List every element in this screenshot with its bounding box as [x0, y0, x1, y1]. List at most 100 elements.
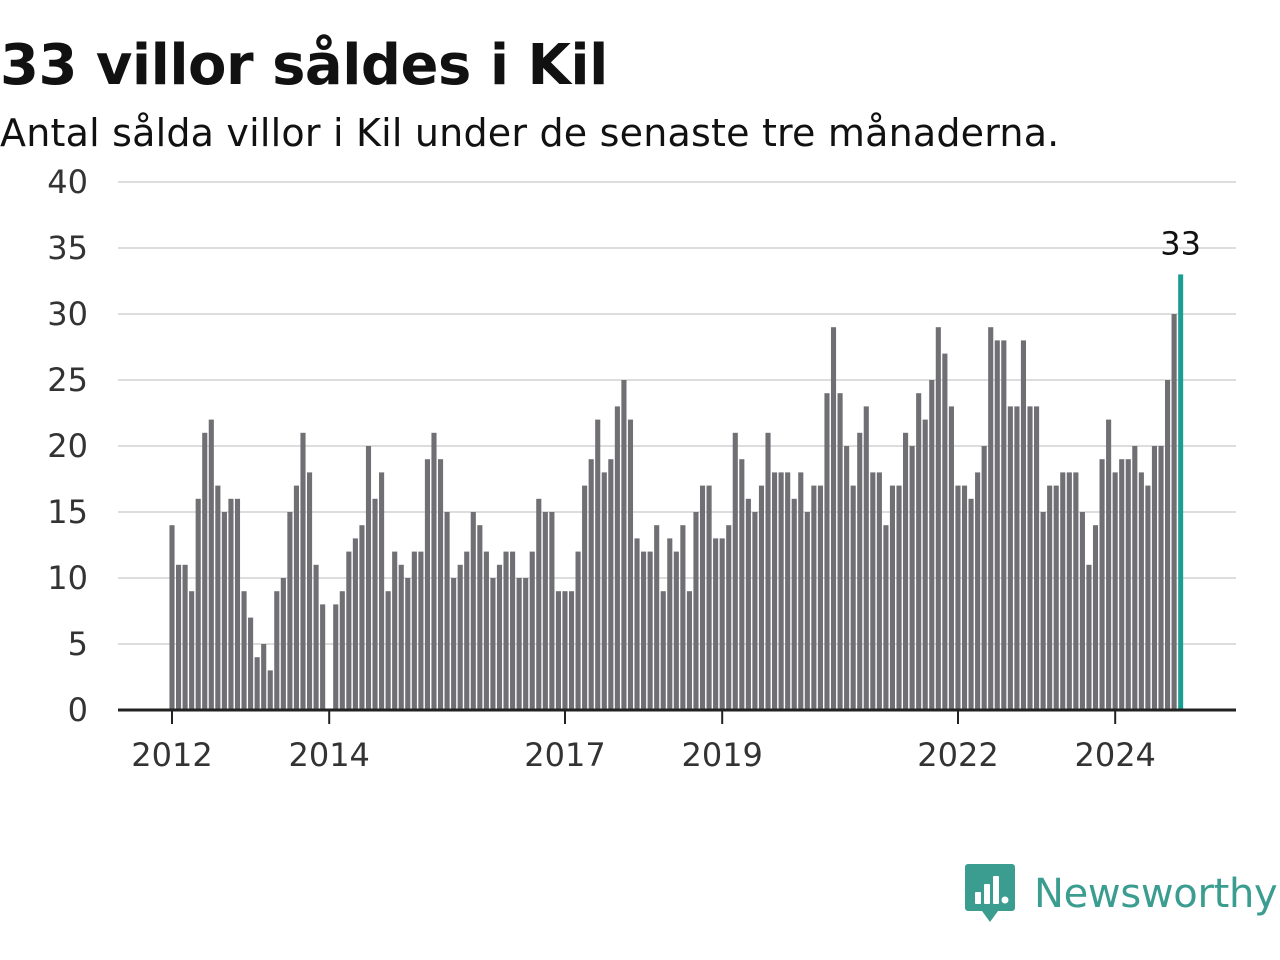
bar [208, 419, 214, 710]
bar [752, 512, 758, 710]
bar [981, 446, 987, 710]
bar [595, 419, 601, 710]
bar [883, 525, 889, 710]
bar [1132, 446, 1138, 710]
bar [529, 551, 535, 710]
y-tick-label: 20 [47, 427, 88, 465]
x-tick-label: 2019 [681, 736, 762, 774]
bar [562, 591, 568, 710]
bar [889, 485, 896, 710]
bar [510, 551, 516, 710]
brand-logo[interactable]: Newsworthy [964, 862, 1278, 926]
bar [1027, 406, 1033, 710]
bar [352, 538, 358, 710]
bar [1125, 459, 1131, 710]
bar [582, 485, 588, 710]
bar [195, 498, 201, 710]
bar [601, 472, 607, 710]
y-tick-label: 35 [47, 229, 88, 267]
bar [713, 538, 719, 710]
bar [169, 525, 175, 710]
bar [680, 525, 686, 710]
bar [804, 512, 810, 710]
bar [608, 459, 614, 710]
bar [955, 485, 961, 710]
bar [379, 472, 385, 710]
y-tick-label: 10 [47, 559, 88, 597]
bar [287, 512, 293, 710]
highlight-bar [1178, 274, 1184, 710]
bar [1001, 340, 1007, 710]
bar [385, 591, 391, 710]
bar [699, 485, 706, 710]
bar [817, 485, 823, 710]
x-tick-label: 2022 [917, 736, 998, 774]
bar [1119, 459, 1125, 710]
bar [280, 578, 286, 710]
bar [667, 538, 673, 710]
bar [477, 525, 483, 710]
bar [1138, 472, 1144, 710]
bar [935, 327, 941, 710]
bar [320, 604, 326, 710]
bar [542, 512, 548, 710]
axes: 0 5 10 15 20 25 30 35 40 33 2012 2014 2017 2019 2022 20… [47, 163, 1236, 774]
bar [483, 551, 489, 710]
bar [830, 327, 837, 710]
brand-name: Newsworthy [1034, 871, 1278, 917]
x-tick-label: 2024 [1074, 736, 1155, 774]
bar [549, 512, 555, 710]
bar [654, 525, 660, 710]
bar [418, 551, 424, 710]
bar [1086, 564, 1092, 710]
bar [1053, 485, 1059, 710]
bar [555, 591, 561, 710]
bar [457, 564, 463, 710]
bar [405, 578, 411, 710]
bar [994, 340, 1000, 710]
bar [929, 380, 935, 710]
bar [1092, 525, 1099, 710]
bar [1079, 512, 1085, 710]
data-label: 33 [1160, 224, 1201, 262]
bar [706, 485, 712, 710]
bar [588, 459, 594, 710]
bar [300, 432, 306, 710]
y-tick-label: 30 [47, 295, 88, 333]
bar [189, 591, 195, 710]
bar [234, 498, 241, 710]
bar [1171, 314, 1177, 710]
bar [850, 485, 856, 710]
bar [228, 498, 234, 710]
bar [745, 498, 751, 710]
y-tick-label: 15 [47, 493, 88, 531]
bar [844, 446, 850, 710]
bar [686, 591, 692, 710]
y-tick-label: 5 [68, 625, 88, 663]
bar [424, 459, 430, 710]
bar [614, 406, 620, 710]
x-tick-label: 2012 [131, 736, 212, 774]
bar [359, 525, 365, 710]
bar [1106, 419, 1112, 710]
bar [496, 564, 503, 710]
bars [169, 274, 1184, 710]
bar [824, 393, 830, 710]
bar [876, 472, 882, 710]
bar [988, 327, 994, 710]
bar [215, 485, 221, 710]
bar [306, 472, 313, 710]
bar [568, 591, 575, 710]
bar [437, 459, 444, 710]
bar [1066, 472, 1072, 710]
bar [202, 432, 208, 710]
y-tick-label: 25 [47, 361, 88, 399]
bar [798, 472, 804, 710]
y-tick-label: 0 [68, 691, 88, 729]
bar [673, 551, 679, 710]
bar [837, 393, 843, 710]
x-tick-label: 2017 [524, 736, 605, 774]
bar [1151, 446, 1158, 710]
bar [333, 604, 339, 710]
x-tick-label: 2014 [288, 736, 369, 774]
